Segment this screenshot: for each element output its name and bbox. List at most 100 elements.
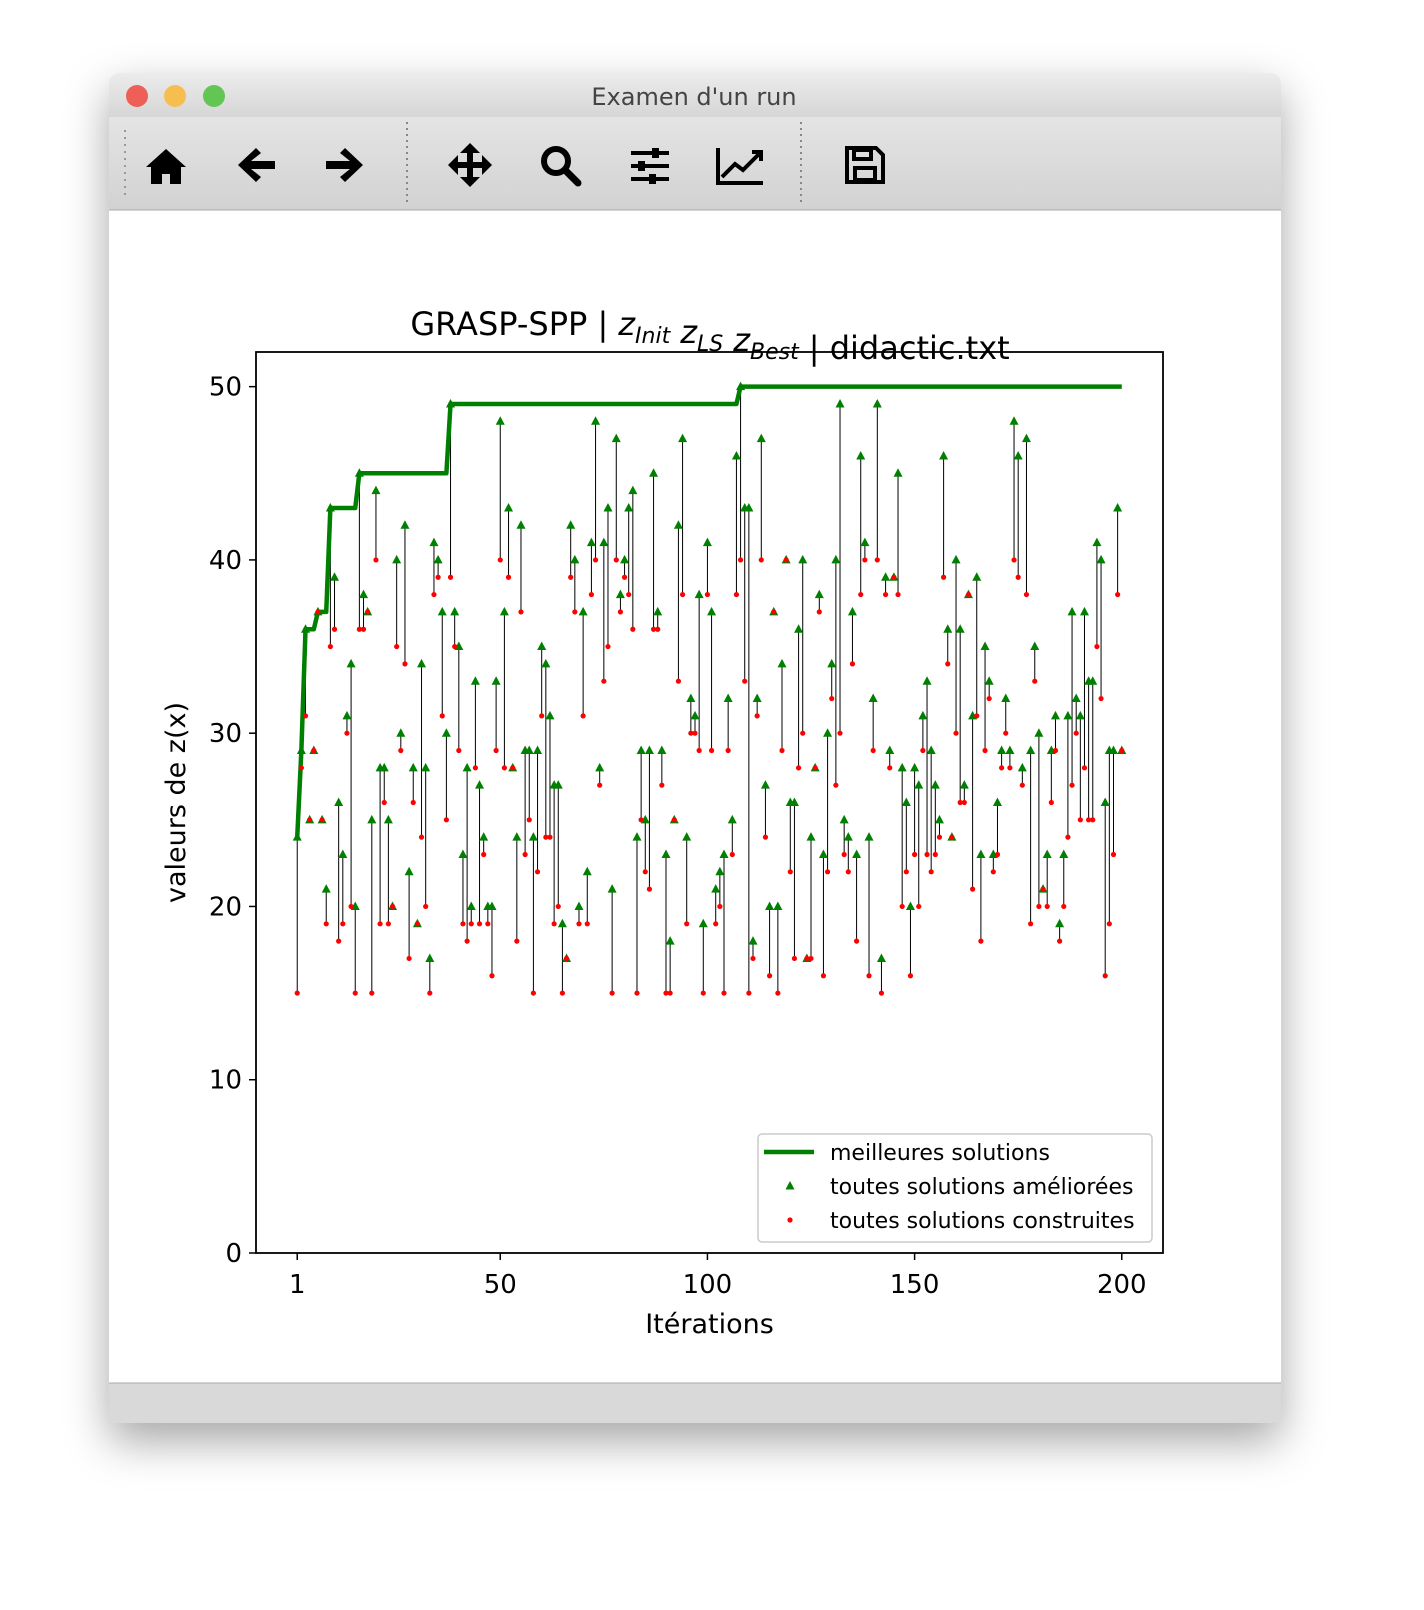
ls-point — [1075, 710, 1085, 720]
ls-point — [620, 554, 630, 564]
init-point — [485, 921, 491, 927]
init-point — [783, 557, 789, 563]
ls-point — [657, 745, 667, 755]
ls-point — [479, 832, 489, 841]
window: Examen d'un run — [109, 73, 1281, 1423]
y-axis-label: valeurs de z(x) — [161, 702, 192, 903]
init-point — [373, 557, 379, 563]
init-point — [742, 678, 748, 684]
ls-point — [760, 780, 770, 789]
ls-point — [1005, 745, 1015, 755]
ls-point — [632, 832, 642, 841]
forward-button[interactable] — [326, 148, 363, 182]
init-point — [688, 730, 694, 736]
init-point — [576, 921, 582, 927]
ls-point — [852, 849, 862, 858]
ls-point — [1001, 693, 1011, 703]
init-point — [423, 903, 429, 910]
init-point — [1073, 730, 1079, 736]
init-point — [646, 886, 653, 892]
close-button[interactable] — [126, 85, 148, 107]
ls-point — [806, 832, 816, 841]
home-button[interactable] — [146, 149, 186, 184]
init-point — [965, 591, 972, 598]
ls-point — [292, 832, 302, 841]
ls-point — [856, 450, 866, 460]
ls-point — [586, 537, 596, 547]
chart-title: GRASP-SPP | zInit zLS zBest | didactic.txt — [410, 305, 1009, 367]
ls-point — [839, 814, 849, 824]
init-point — [1044, 903, 1050, 910]
ls-point — [491, 676, 501, 685]
init-point — [543, 834, 549, 840]
init-point — [882, 591, 889, 598]
init-point — [435, 574, 441, 580]
init-point — [990, 869, 996, 875]
init-point — [957, 799, 963, 806]
init-point — [327, 643, 333, 650]
init-point — [1052, 747, 1059, 754]
ls-point — [578, 606, 588, 616]
axes-edit-button[interactable] — [716, 148, 763, 185]
configure-button[interactable] — [631, 148, 669, 184]
init-point — [1086, 817, 1092, 823]
init-point — [348, 903, 354, 910]
ls-point — [325, 502, 335, 512]
ls-point — [1096, 554, 1106, 564]
ls-point — [334, 797, 344, 806]
minimize-button[interactable] — [164, 85, 186, 107]
init-point — [845, 869, 851, 875]
ls-point — [574, 901, 584, 910]
ls-point — [528, 832, 538, 841]
y-tick-label: 20 — [209, 892, 242, 922]
ls-point — [736, 381, 746, 391]
ls-point — [636, 745, 646, 755]
pan-button[interactable] — [448, 143, 492, 187]
ls-point — [864, 832, 874, 841]
ls-point — [541, 658, 551, 668]
ls-point — [943, 624, 953, 633]
legend-label: toutes solutions construites — [830, 1209, 1135, 1234]
init-point — [853, 938, 860, 944]
ls-point — [698, 918, 708, 928]
init-point — [791, 955, 798, 962]
init-point — [870, 747, 876, 754]
zoom-tool-button[interactable] — [541, 146, 582, 187]
init-point — [696, 747, 702, 754]
init-point — [1077, 817, 1083, 823]
save-button[interactable] — [845, 146, 885, 184]
init-point — [1019, 782, 1025, 788]
ls-point — [446, 398, 456, 408]
ls-point — [1079, 606, 1089, 616]
ls-point — [818, 849, 828, 858]
init-point — [613, 557, 619, 563]
back-button[interactable] — [238, 148, 275, 182]
ls-point — [1050, 710, 1060, 720]
init-point — [642, 869, 648, 875]
init-point — [771, 609, 777, 615]
init-point — [866, 973, 872, 979]
ls-point — [860, 537, 870, 547]
ls-point — [876, 953, 886, 962]
ls-point — [533, 745, 543, 755]
ls-point — [599, 537, 609, 547]
init-point — [837, 730, 843, 736]
ls-point — [847, 606, 857, 616]
ls-point — [1021, 433, 1031, 443]
ls-point — [872, 398, 882, 408]
ls-point — [653, 606, 663, 616]
init-point — [659, 782, 665, 788]
ls-point — [682, 832, 692, 841]
init-point — [352, 990, 358, 996]
zoom-button[interactable] — [203, 85, 225, 107]
ls-point — [408, 762, 418, 772]
init-point — [410, 799, 416, 806]
y-tick-label: 10 — [209, 1066, 242, 1096]
init-point — [302, 713, 309, 719]
init-point — [692, 730, 698, 736]
init-point — [679, 591, 686, 598]
init-point — [750, 955, 756, 962]
init-point — [617, 609, 624, 615]
init-point — [323, 921, 329, 927]
init-point — [1028, 921, 1034, 927]
